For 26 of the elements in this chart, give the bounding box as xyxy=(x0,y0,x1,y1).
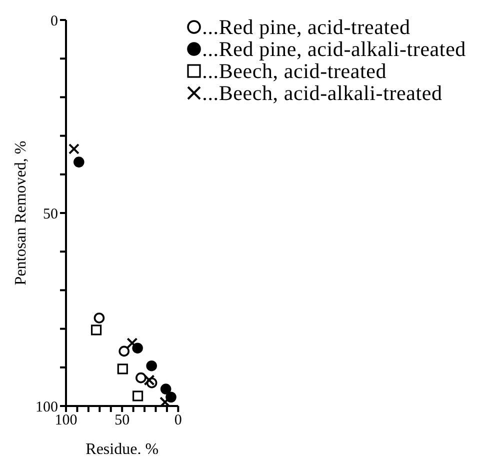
point xyxy=(90,324,102,336)
x-tick-label: 50 xyxy=(114,412,130,429)
point xyxy=(126,338,138,349)
x-tick-label: 100 xyxy=(54,412,78,429)
legend-label: ...Beech, acid-alkali-treated xyxy=(202,81,442,105)
x-tick-label: 0 xyxy=(174,412,182,429)
point xyxy=(144,374,155,386)
point xyxy=(132,390,144,402)
legend-label: ...Beech, acid-treated xyxy=(202,59,387,83)
point xyxy=(166,392,176,403)
point xyxy=(118,346,130,357)
y-tick-label: 100 xyxy=(36,399,58,416)
point xyxy=(136,372,146,384)
point xyxy=(146,360,157,372)
point xyxy=(94,312,105,324)
point xyxy=(160,384,172,394)
x-axis-title: Residue. % xyxy=(86,441,159,458)
y-axis-title: Pentosan Removed, % xyxy=(12,140,30,286)
point xyxy=(68,143,80,154)
y-tick-label: 0 xyxy=(50,13,58,30)
point xyxy=(160,396,171,406)
point xyxy=(117,364,128,374)
y-tick-label: 50 xyxy=(43,206,58,222)
legend-label: ...Red pine, acid-treated xyxy=(202,15,410,39)
point xyxy=(74,156,84,168)
legend-label: ...Red pine, acid-alkali-treated xyxy=(202,37,466,61)
